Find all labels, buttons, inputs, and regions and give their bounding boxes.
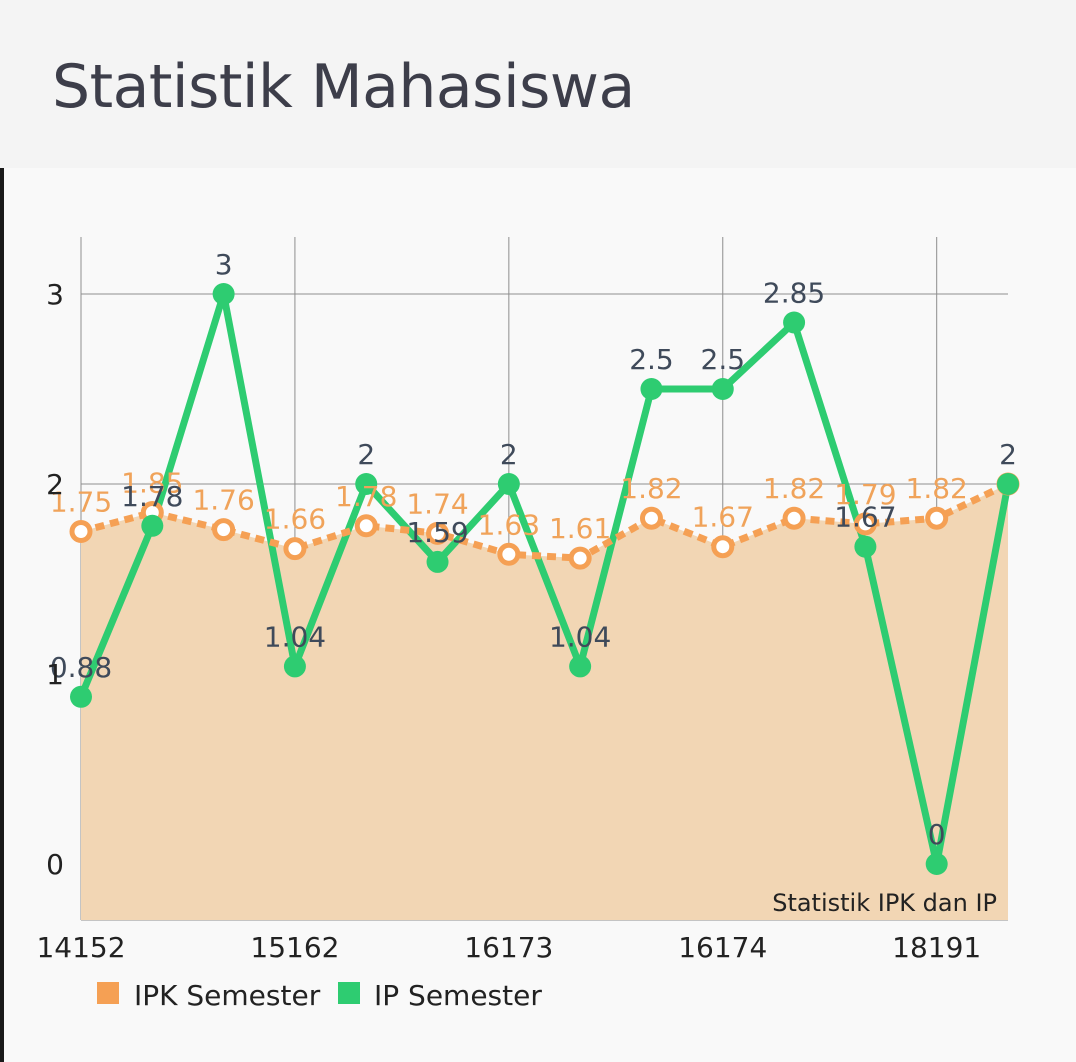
ipk-point[interactable]	[426, 521, 450, 545]
ip-data-label: 2	[357, 438, 375, 471]
ip-data-label: 3	[215, 248, 233, 281]
ipk-data-label: 1.78	[335, 480, 397, 513]
ip-data-label: 1.78	[121, 480, 183, 513]
ip-point[interactable]	[997, 473, 1019, 495]
ipk-point[interactable]	[212, 518, 236, 542]
y-tick-label: 0	[46, 848, 64, 881]
ip-point[interactable]	[497, 473, 520, 495]
ip-data-label: 1.04	[264, 620, 326, 653]
chart-title: Statistik IPK dan IP	[772, 889, 997, 917]
ip-data-label: 1.04	[549, 620, 611, 653]
ip-data-label: 0	[928, 818, 946, 851]
ipk-data-label: 1.75	[50, 486, 112, 519]
ipk-point[interactable]	[711, 535, 735, 559]
x-tick-label: 16174	[678, 931, 767, 964]
legend-label-ipk: IPK Semester	[134, 979, 321, 1012]
ipk-point[interactable]	[925, 506, 949, 530]
ipk-data-label: 1.82	[763, 472, 825, 505]
ip-point[interactable]	[640, 378, 663, 400]
ip-data-label: 1.67	[834, 501, 896, 534]
y-tick-label: 3	[46, 278, 64, 311]
ip-point[interactable]	[426, 550, 449, 573]
ipk-data-label: 1.63	[478, 508, 540, 541]
ipk-data-label: 1.61	[549, 512, 611, 545]
app-header: Statistik Mahasiswa	[0, 0, 1076, 168]
ipk-point[interactable]	[568, 546, 592, 570]
ipk-point[interactable]	[283, 537, 307, 561]
ip-point[interactable]	[925, 853, 948, 875]
ipk-point[interactable]	[497, 542, 521, 566]
ipk-point[interactable]	[69, 520, 93, 543]
ip-points	[70, 283, 1019, 875]
x-tick-label: 16173	[464, 931, 553, 964]
ip-data-label: 2	[999, 438, 1017, 471]
ipk-data-label: 1.67	[692, 501, 754, 534]
ip-point[interactable]	[70, 685, 92, 708]
ipk-data-label: 1.79	[834, 478, 896, 511]
ip-point[interactable]	[569, 655, 592, 678]
ip-point[interactable]	[783, 311, 806, 334]
ip-data-label: 1.59	[406, 516, 468, 549]
ip-data-label: 2.85	[763, 277, 825, 310]
ipk-data-label: 1.85	[121, 467, 183, 500]
ipk-data-label: 1.74	[406, 487, 468, 520]
ip-point[interactable]	[711, 378, 734, 400]
x-axis-ticks: 14152 15162 16173 16174 18191	[36, 931, 981, 964]
x-tick-label: 18191	[892, 931, 981, 964]
chart-legend: IPK Semester IP Semester	[97, 979, 542, 1012]
y-tick-label: 2	[46, 468, 64, 501]
page-title: Statistik Mahasiswa	[52, 52, 635, 122]
legend-swatch-ip	[338, 982, 360, 1004]
ip-data-label: 2.5	[629, 343, 674, 376]
ip-point[interactable]	[854, 535, 877, 558]
x-tick-label: 14152	[36, 931, 125, 964]
ip-data-labels: 0.88 1.78 3 1.04 2 1.59 2 1.04 2.5 2.5 2.85 1.67 0 2	[50, 248, 1017, 851]
ipk-point[interactable]	[354, 514, 378, 538]
x-tick-label: 15162	[250, 931, 339, 964]
y-tick-label: 1	[46, 658, 64, 691]
legend-label-ip: IP Semester	[374, 979, 542, 1012]
ipk-data-label: 1.76	[192, 484, 254, 517]
left-edge-divider	[0, 168, 4, 1062]
ip-data-label: 0.88	[50, 651, 112, 684]
ip-data-label: 2	[500, 438, 518, 471]
ipk-data-label: 1.66	[264, 503, 326, 536]
ip-point[interactable]	[355, 473, 378, 495]
ipk-point[interactable]	[639, 506, 663, 530]
legend-swatch-ipk	[97, 982, 119, 1004]
ipk-data-label: 1.82	[906, 472, 968, 505]
ip-point[interactable]	[141, 514, 164, 537]
ip-series-line	[77, 290, 1012, 868]
ipk-data-labels: 1.75 1.85 1.76 1.66 1.78 1.74 1.63 1.61 1.82 1.67…	[50, 467, 968, 546]
ipk-point[interactable]	[782, 506, 806, 530]
y-axis-ticks: 0 1 2 3	[46, 278, 64, 881]
ip-point[interactable]	[283, 655, 306, 678]
ipk-point[interactable]	[853, 512, 877, 536]
ipk-area	[81, 484, 1008, 920]
ipk-data-label: 1.82	[620, 472, 682, 505]
ip-point[interactable]	[212, 283, 235, 305]
ip-data-label: 2.5	[701, 343, 746, 376]
